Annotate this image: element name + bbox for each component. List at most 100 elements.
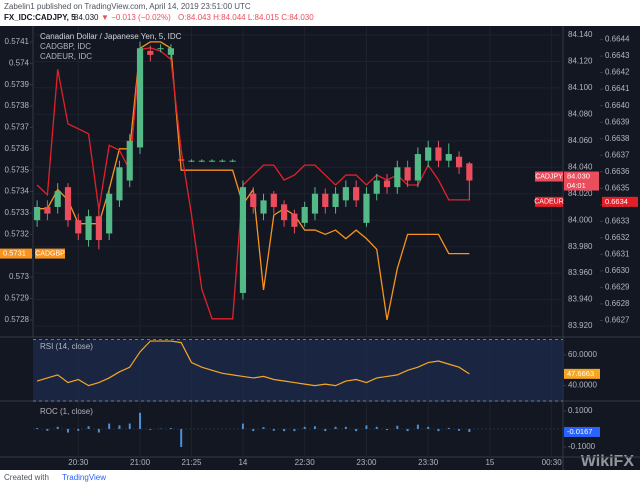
bar (293, 428, 296, 432)
bar (252, 428, 255, 432)
y3-tick-label: 0.6633 (605, 216, 630, 225)
y-tick-label: 60.0000 (568, 350, 597, 359)
y-tick-label: 83.940 (568, 295, 593, 304)
bar (437, 428, 440, 432)
bar (355, 428, 358, 432)
candle-body (116, 167, 123, 201)
candle-body (260, 200, 267, 214)
candle-body (198, 160, 205, 162)
last-value-box (564, 426, 600, 437)
y2-tick-label: 0.5734 (5, 187, 30, 196)
y2-tick-label: 0.5737 (5, 123, 30, 132)
candle-body (373, 180, 380, 194)
candle-body (404, 167, 411, 181)
y-tick-label: -0.1000 (568, 442, 596, 451)
candle-body (281, 204, 288, 221)
y3-tick-label: 0.6641 (605, 84, 630, 93)
y-tick-label: 84.040 (568, 162, 593, 171)
publisher: Zabelin1 published on TradingView.com, A… (4, 2, 251, 11)
y-tick-label: 84.100 (568, 83, 593, 92)
countdown-box (564, 181, 599, 191)
y2-tick-label: 0.5729 (5, 294, 30, 303)
candle-body (54, 191, 61, 207)
candle-body (229, 160, 236, 162)
cadgbp-tag-box (35, 248, 65, 259)
candle-body (250, 193, 257, 207)
bar (303, 426, 306, 429)
bar (427, 426, 430, 429)
candle-body (425, 147, 432, 161)
bar (468, 428, 471, 432)
bar (36, 428, 39, 429)
y3-tick-label: 0.6644 (605, 35, 630, 44)
candle-body (363, 193, 370, 223)
y-tick-label: 84.120 (568, 57, 593, 66)
bar (344, 426, 347, 429)
bar (128, 423, 131, 429)
cadeur-tag-value-box (602, 196, 638, 207)
bar (283, 428, 286, 432)
x-tick-label: 20:30 (68, 458, 89, 467)
bar (118, 425, 121, 429)
bar (87, 426, 90, 429)
rsi-line (36, 340, 470, 387)
x-tick-label: 22:30 (295, 458, 316, 467)
bar (365, 425, 368, 429)
candle-body (445, 154, 452, 161)
candle-body (106, 193, 113, 234)
last-value-box (564, 368, 600, 379)
watermark: WikiFX (581, 453, 635, 470)
y-tick-label: 84.020 (568, 189, 593, 198)
candle-body (311, 193, 319, 214)
y2-tick-label: 0.5732 (5, 229, 30, 238)
brand[interactable]: TradingView (62, 473, 106, 482)
legend-label: CADEUR, IDC (40, 52, 92, 61)
candle-body (219, 160, 226, 162)
candle-body (147, 50, 154, 55)
candle-body (178, 159, 185, 161)
rsi-band (33, 339, 563, 401)
bar (56, 426, 59, 429)
candle-body (332, 193, 339, 207)
x-tick-label: 00:30 (542, 458, 563, 467)
y3-tick-label: 0.6627 (605, 316, 630, 325)
y2-tick-label: 0.5738 (5, 101, 30, 110)
bar (169, 428, 172, 429)
bar (396, 425, 399, 429)
candle-body (342, 187, 349, 201)
candle-body (75, 220, 82, 234)
bar (458, 428, 461, 431)
candle-body (136, 48, 144, 148)
y2-tick-label: 0.574 (9, 58, 30, 67)
y3-tick-label: 0.6637 (605, 150, 630, 159)
y-tick-label: 83.960 (568, 268, 593, 277)
y-tick-label: 0.1000 (568, 406, 593, 415)
pane-title: Canadian Dollar / Japanese Yen, 5, IDC (40, 32, 182, 41)
y2-tick-label: 0.573 (9, 272, 30, 281)
y3-tick-label: 0.6635 (605, 183, 630, 192)
candle-body (34, 206, 41, 221)
bar (149, 428, 152, 430)
x-tick-label: 21:00 (130, 458, 151, 467)
candle-body (270, 193, 277, 207)
y3-tick-label: 0.6630 (605, 266, 630, 275)
candle-body (383, 180, 391, 188)
legend-label: CADGBP, IDC (40, 42, 91, 51)
y3-tick-label: 0.6643 (605, 51, 630, 60)
candle-body (188, 160, 195, 162)
y2-tick-label: 0.5741 (5, 37, 30, 46)
countdown: 04:01 (567, 181, 586, 190)
last-value: 47.6663 (567, 369, 594, 378)
cadgbp-tag-label: CADGBP (35, 250, 65, 257)
ohlc: O:84.043 H:84.044 L:84.015 C:84.030 (178, 13, 314, 22)
y2-tick-label: 0.5728 (5, 315, 30, 324)
y3-tick-label: 0.6629 (605, 283, 630, 292)
candle-body (208, 160, 216, 162)
footer-bg (0, 470, 640, 487)
header-bg (0, 0, 640, 26)
bar (272, 428, 275, 431)
y3-tick-label: 0.6628 (605, 299, 630, 308)
symbol: FX_IDC:CADJPY, 5 (4, 13, 76, 22)
bar (386, 428, 389, 431)
bar (180, 428, 183, 447)
